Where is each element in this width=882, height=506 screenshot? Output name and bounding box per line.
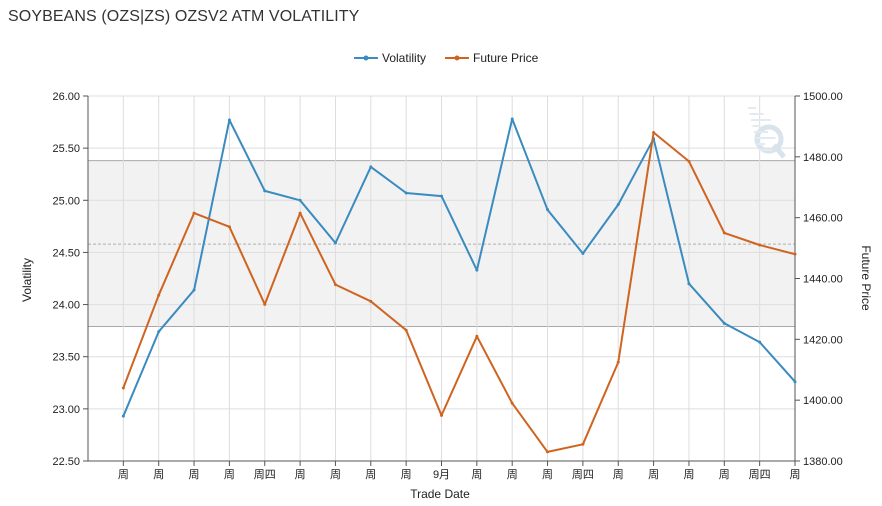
future-price-point [546, 450, 550, 454]
volatility-point [793, 380, 797, 384]
x-tick-label: 周 [330, 468, 341, 481]
future-price-point [722, 231, 726, 235]
q-logo-icon [748, 107, 786, 159]
x-tick-label: 9月 [433, 469, 450, 481]
y-tick-label: 23.50 [52, 352, 80, 364]
future-price-point [121, 386, 125, 390]
x-tick-label: 周 [719, 468, 730, 481]
grid [88, 95, 796, 462]
y2-tick-label: 1440.00 [803, 274, 843, 286]
future-price-point [758, 243, 762, 247]
x-tick-label: 周 [648, 468, 659, 481]
axes: 22.50 23.00 23.50 24.00 24.50 25.00 25.50 26.00… [52, 91, 842, 481]
future-price-point [157, 293, 161, 297]
chart-title: SOYBEANS (OZS|ZS) OZSV2 ATM VOLATILITY [8, 8, 360, 25]
x-tick-label: 周 [471, 468, 482, 481]
q-logo-tail [772, 143, 786, 159]
future-price-point [192, 211, 196, 215]
legend-volatility-label[interactable]: Volatility [382, 51, 426, 65]
future-price-point [793, 252, 797, 256]
future-price-point [369, 299, 373, 303]
x-tick-label: 周四 [254, 468, 276, 481]
volatility-point [192, 288, 196, 292]
volatility-point [369, 165, 373, 169]
volatility-point [404, 191, 408, 195]
future-price-line [122, 131, 796, 453]
volatility-point [298, 198, 302, 202]
future-price-point [263, 302, 267, 306]
legend-volatility-marker [363, 55, 369, 61]
future-price-point [652, 131, 656, 134]
volatility-point [121, 414, 125, 418]
volatility-point [440, 194, 443, 198]
y2-tick-label: 1480.00 [803, 152, 843, 164]
x-tick-label: 周 [790, 468, 801, 481]
volatility-point [475, 268, 479, 272]
volatility-point [157, 330, 161, 334]
x-tick-label: 周 [542, 468, 553, 481]
future-price-point [404, 328, 408, 332]
y-tick-label: 23.00 [52, 404, 80, 416]
x-tick-label: 周 [683, 468, 694, 481]
volatility-point [227, 118, 231, 122]
x-tick-label: 周 [153, 468, 164, 481]
y2-tick-label: 1460.00 [803, 213, 843, 225]
x-tick-label: 周四 [749, 468, 771, 481]
future-price-point [475, 334, 479, 338]
future-price-point [227, 225, 231, 229]
y2-tick-label: 1420.00 [803, 334, 843, 346]
future-price-point [440, 413, 443, 417]
volatility-point [758, 340, 762, 344]
y2-axis-title: Future Price [859, 245, 873, 311]
series [121, 117, 797, 454]
legend-future-price-marker [454, 55, 460, 61]
x-tick-label: 周 [189, 468, 200, 481]
y-tick-label: 24.00 [52, 300, 80, 312]
future-price-point [581, 442, 585, 446]
volatility-point [510, 117, 514, 121]
volatility-point [263, 189, 267, 193]
y2-tick-label: 1400.00 [803, 395, 843, 407]
y2-tick-label: 1500.00 [803, 91, 843, 103]
volatility-point [546, 208, 550, 212]
x-tick-label: 周 [613, 468, 624, 481]
volatility-point [687, 282, 691, 286]
future-price-point [333, 283, 337, 287]
y-tick-label: 25.00 [52, 195, 80, 207]
volatility-point [581, 251, 585, 255]
legend: Volatility Future Price [354, 51, 539, 65]
y-tick-label: 26.00 [52, 91, 80, 103]
volatility-point [616, 202, 620, 206]
volatility-point [722, 321, 726, 325]
x-tick-label: 周 [295, 468, 306, 481]
legend-future-price-label[interactable]: Future Price [473, 51, 539, 65]
y-tick-label: 25.50 [52, 143, 80, 155]
x-tick-label: 周 [365, 468, 376, 481]
y2-tick-label: 1380.00 [803, 456, 843, 468]
future-price-point [687, 159, 691, 163]
future-price-point [298, 211, 302, 215]
volatility-line [122, 117, 796, 417]
x-axis-title: Trade Date [410, 487, 470, 501]
x-tick-label: 周 [224, 468, 235, 481]
volatility-point [333, 241, 337, 245]
y-tick-label: 24.50 [52, 247, 80, 259]
y-tick-label: 22.50 [52, 456, 80, 468]
x-tick-label: 周 [401, 468, 412, 481]
x-tick-label: 周四 [572, 468, 594, 481]
x-tick-label: 周 [118, 468, 129, 481]
future-price-point [616, 360, 620, 364]
x-tick-label: 周 [507, 468, 518, 481]
future-price-point [510, 401, 514, 405]
y-axis-title: Volatility [20, 258, 34, 302]
